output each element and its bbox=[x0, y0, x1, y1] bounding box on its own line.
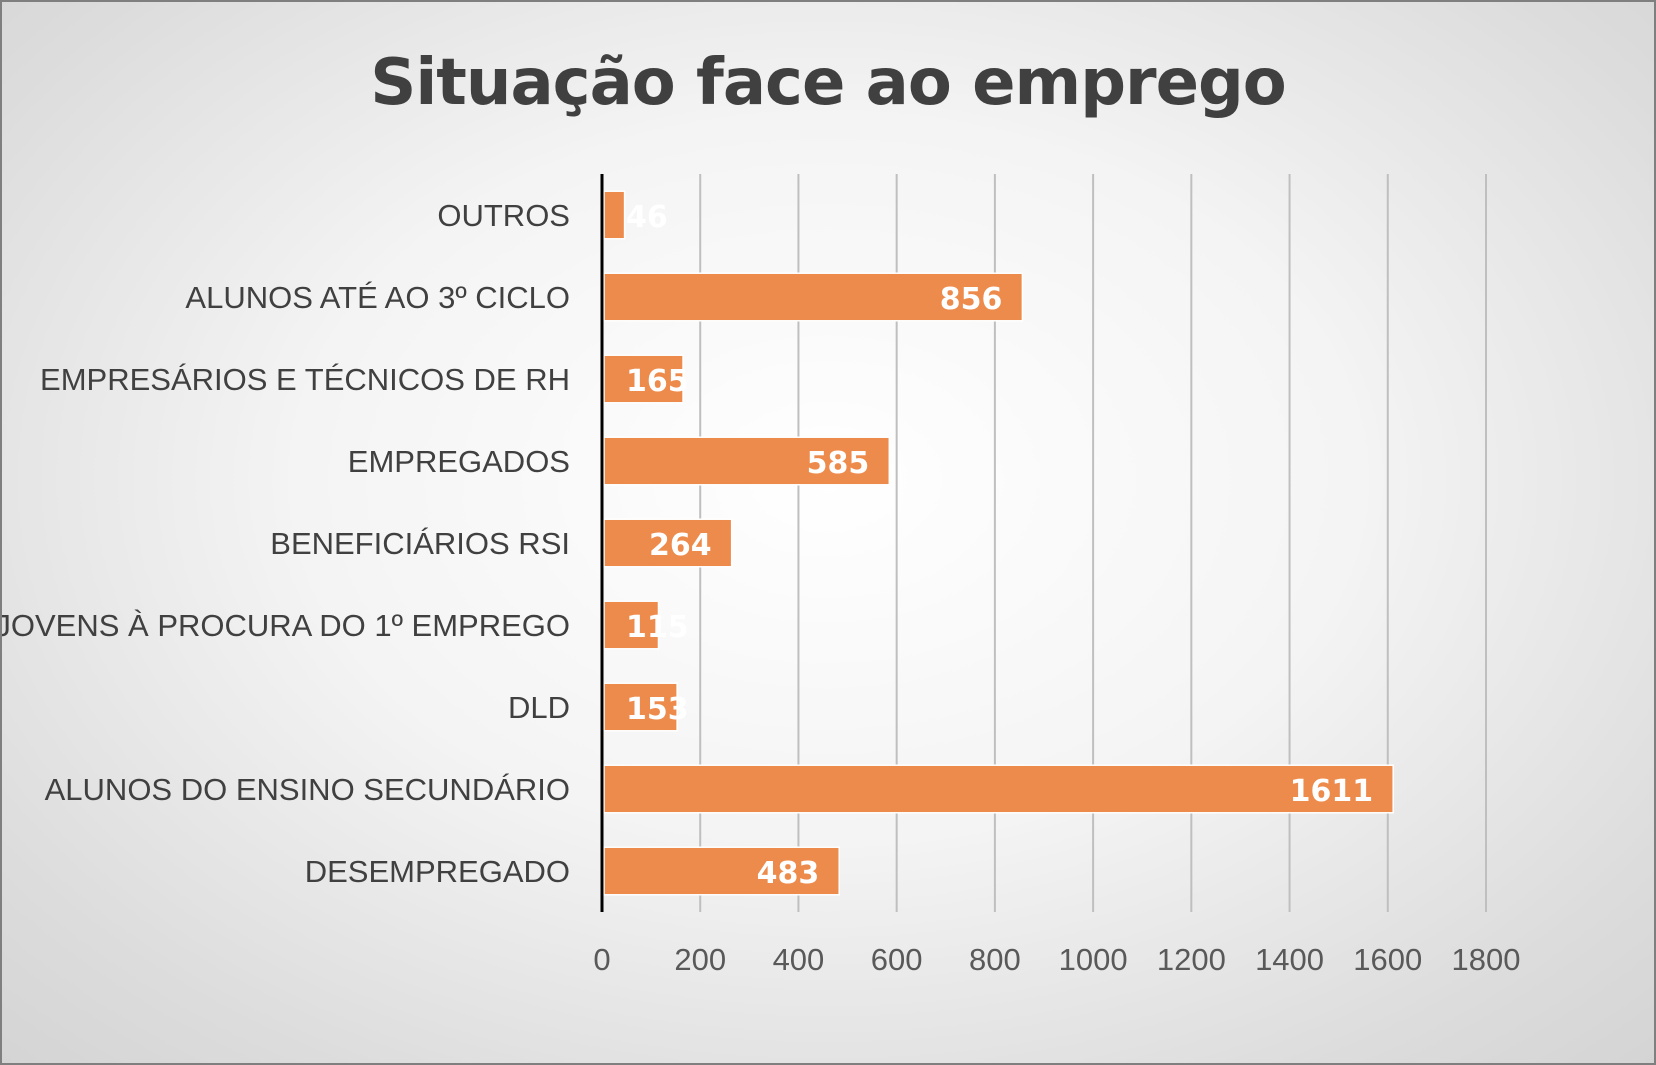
bar bbox=[603, 600, 660, 650]
x-tick-label: 1600 bbox=[1353, 942, 1422, 977]
bar bbox=[603, 764, 1394, 814]
bar bbox=[603, 272, 1024, 322]
category-label: ALUNOS ATÉ AO 3º CICLO bbox=[185, 280, 570, 315]
data-label: 1611 bbox=[1290, 774, 1374, 809]
data-label: 264 bbox=[649, 528, 712, 563]
bar bbox=[603, 846, 840, 896]
bar bbox=[603, 354, 684, 404]
category-label: JOVENS À PROCURA DO 1º EMPREGO bbox=[2, 608, 570, 643]
data-label: 585 bbox=[807, 446, 870, 481]
x-tick-label: 1400 bbox=[1255, 942, 1324, 977]
data-label: 483 bbox=[757, 856, 820, 891]
category-label: DLD bbox=[508, 690, 570, 725]
bar bbox=[603, 682, 678, 732]
bar bbox=[603, 190, 626, 240]
category-label: EMPRESÁRIOS E TÉCNICOS DE RH bbox=[40, 362, 570, 397]
data-label: 153 bbox=[626, 692, 689, 727]
x-tick-label: 1800 bbox=[1452, 942, 1521, 977]
chart-title: Situação face ao emprego bbox=[370, 46, 1287, 120]
x-tick-label: 1200 bbox=[1157, 942, 1226, 977]
data-label: 115 bbox=[626, 610, 689, 645]
category-label: DESEMPREGADO bbox=[305, 854, 570, 889]
category-label: BENEFICIÁRIOS RSI bbox=[270, 526, 570, 561]
x-tick-label: 200 bbox=[674, 942, 726, 977]
x-tick-label: 400 bbox=[773, 942, 825, 977]
data-label: 165 bbox=[626, 364, 689, 399]
data-label: 856 bbox=[940, 282, 1003, 317]
data-label: 46 bbox=[626, 200, 668, 235]
x-tick-label: 800 bbox=[969, 942, 1021, 977]
bar bbox=[603, 436, 891, 486]
bars bbox=[603, 190, 1394, 896]
x-tick-label: 0 bbox=[593, 942, 610, 977]
category-label: ALUNOS DO ENSINO SECUNDÁRIO bbox=[45, 772, 570, 807]
x-tick-label: 1000 bbox=[1059, 942, 1128, 977]
x-tick-label: 600 bbox=[871, 942, 923, 977]
category-label: EMPREGADOS bbox=[348, 444, 570, 479]
bar bbox=[603, 518, 733, 568]
labels: 0 200 400 600 800 1000 1200 1400 1600 1800 OUTROS 4… bbox=[2, 198, 1520, 977]
category-label: OUTROS bbox=[437, 198, 570, 233]
